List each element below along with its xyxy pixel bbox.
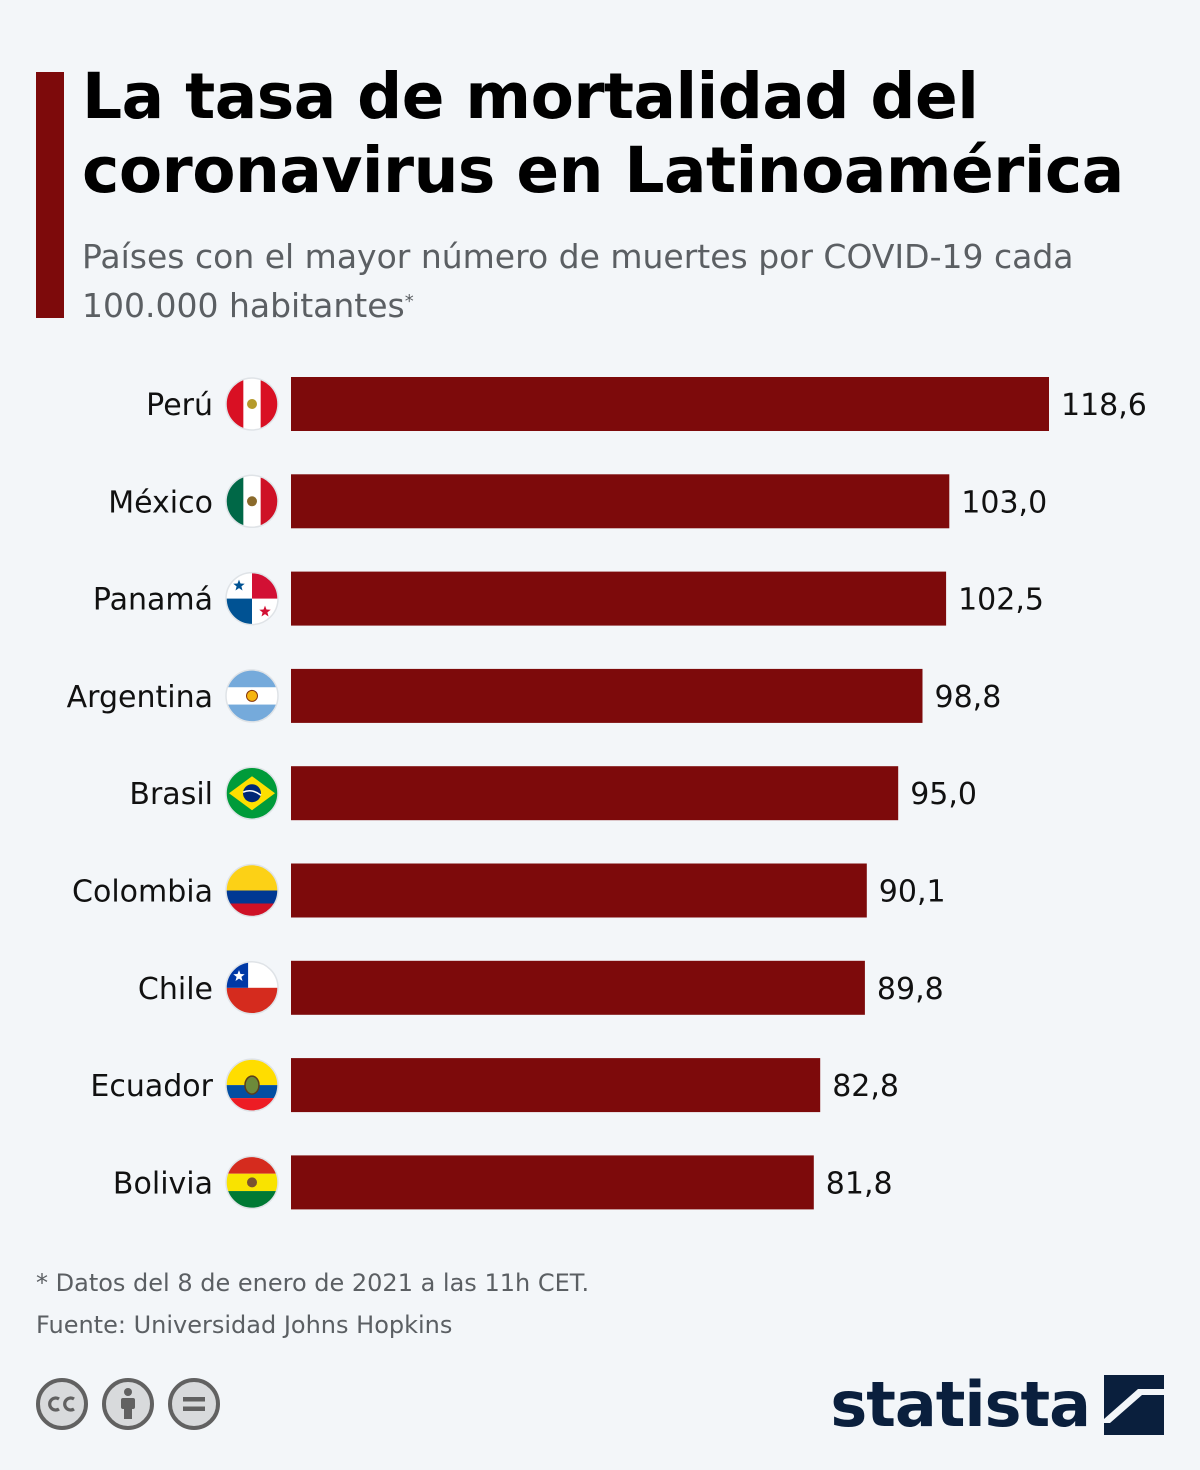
country-label: México xyxy=(108,485,213,520)
argentina-flag-icon xyxy=(226,669,278,722)
flag-outline xyxy=(225,863,279,918)
bar-row: Panamá 102,5 xyxy=(93,571,1044,626)
bar xyxy=(291,571,947,626)
bar xyxy=(291,668,923,723)
bar-row: Ecuador 82,8 xyxy=(90,1058,899,1113)
bolivia-flag-icon xyxy=(226,1156,278,1209)
chart-title: La tasa de mortalidad del coronavirus en… xyxy=(82,60,1124,207)
value-label: 103,0 xyxy=(961,485,1047,520)
value-label: 98,8 xyxy=(935,680,1002,715)
flag-outline xyxy=(225,1155,279,1210)
flag-outline xyxy=(225,571,279,626)
bar-chart: Perú 118,6 México 103,0 Panamá 102,5 Argentina… xyxy=(67,377,1147,1210)
mexico-flag-icon xyxy=(226,475,278,528)
country-label: Argentina xyxy=(67,680,213,715)
country-label: Colombia xyxy=(72,875,213,910)
bar-row: Bolivia 81,8 xyxy=(113,1155,893,1210)
country-label: Ecuador xyxy=(90,1069,213,1104)
bar-row: Colombia 90,1 xyxy=(72,863,946,918)
value-label: 81,8 xyxy=(826,1166,893,1201)
flag-outline xyxy=(225,377,279,431)
value-label: 89,8 xyxy=(877,972,944,1007)
value-label: 82,8 xyxy=(832,1069,899,1104)
bar xyxy=(291,766,899,821)
flag-outline xyxy=(225,474,279,529)
brazil-flag-icon xyxy=(226,767,278,820)
bar xyxy=(291,1155,814,1210)
bar xyxy=(291,474,950,529)
statista-logo[interactable]: statista xyxy=(830,1370,1164,1440)
source-note: Fuente: Universidad Johns Hopkins xyxy=(36,1311,453,1339)
bar-row: México 103,0 xyxy=(108,474,1047,529)
footnote: * Datos del 8 de enero de 2021 a las 11h… xyxy=(36,1262,589,1346)
value-label: 95,0 xyxy=(910,777,977,812)
value-label: 118,6 xyxy=(1061,388,1147,423)
flag-outline xyxy=(225,1058,279,1112)
bar xyxy=(291,377,1049,431)
attribution-icon[interactable] xyxy=(102,1378,154,1430)
flag-outline xyxy=(225,766,279,820)
chart-subtitle: Países con el mayor número de muertes po… xyxy=(82,232,1172,330)
flag-outline xyxy=(225,961,279,1015)
bar xyxy=(291,1058,821,1113)
subtitle-text: Países con el mayor número de muertes po… xyxy=(82,237,1074,325)
bar-row: Argentina 98,8 xyxy=(67,668,1002,723)
value-label: 90,1 xyxy=(879,875,946,910)
country-label: Chile xyxy=(138,972,213,1007)
bar xyxy=(291,863,867,918)
cc-icon[interactable] xyxy=(36,1378,88,1430)
panama-flag-icon xyxy=(226,572,278,625)
no-derivatives-icon[interactable] xyxy=(168,1378,220,1430)
value-label: 102,5 xyxy=(958,583,1044,618)
bar-row: Chile 89,8 xyxy=(138,960,944,1015)
title-accent-bar xyxy=(36,72,64,318)
country-label: Bolivia xyxy=(113,1166,213,1201)
bar xyxy=(291,960,865,1015)
bar-row: Perú 118,6 xyxy=(146,377,1147,431)
country-label: Brasil xyxy=(129,777,213,812)
peru-flag-icon xyxy=(226,378,278,430)
bar-row: Brasil 95,0 xyxy=(129,766,977,821)
brand-name: statista xyxy=(830,1368,1091,1441)
data-date-note: * Datos del 8 de enero de 2021 a las 11h… xyxy=(36,1269,590,1297)
subtitle-footnote-marker: * xyxy=(404,291,414,312)
statista-logo-icon xyxy=(1104,1375,1164,1435)
flag-outline xyxy=(225,669,279,723)
license-icons xyxy=(36,1378,220,1430)
country-label: Perú xyxy=(146,388,213,423)
country-label: Panamá xyxy=(93,583,213,618)
